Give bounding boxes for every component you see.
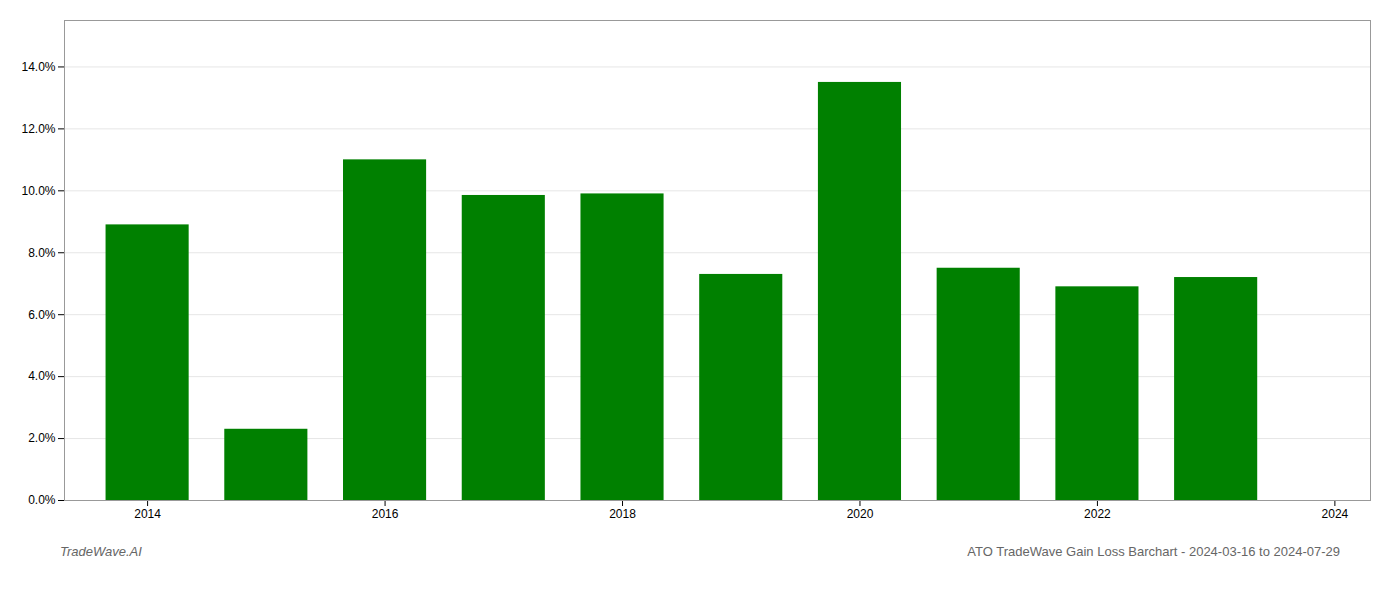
svg-text:0.0%: 0.0% — [28, 493, 56, 507]
svg-text:2020: 2020 — [847, 507, 874, 521]
svg-text:14.0%: 14.0% — [21, 60, 55, 74]
svg-text:2016: 2016 — [372, 507, 399, 521]
svg-text:2022: 2022 — [1084, 507, 1111, 521]
svg-text:2018: 2018 — [609, 507, 636, 521]
html-text:ATO TradeWave Gain Loss Barcha: ATO TradeWave Gain Loss Barchart - 2024-… — [967, 544, 1340, 559]
svg-text:2.0%: 2.0% — [28, 431, 56, 445]
svg-text:2024: 2024 — [1322, 507, 1349, 521]
svg-text:2014: 2014 — [134, 507, 161, 521]
svg-text:4.0%: 4.0% — [28, 369, 56, 383]
html-text:TradeWave.AI: TradeWave.AI — [60, 544, 142, 559]
svg-text:12.0%: 12.0% — [21, 122, 55, 136]
svg-text:8.0%: 8.0% — [28, 246, 56, 260]
svg-text:6.0%: 6.0% — [28, 308, 56, 322]
svg-text:10.0%: 10.0% — [21, 184, 55, 198]
